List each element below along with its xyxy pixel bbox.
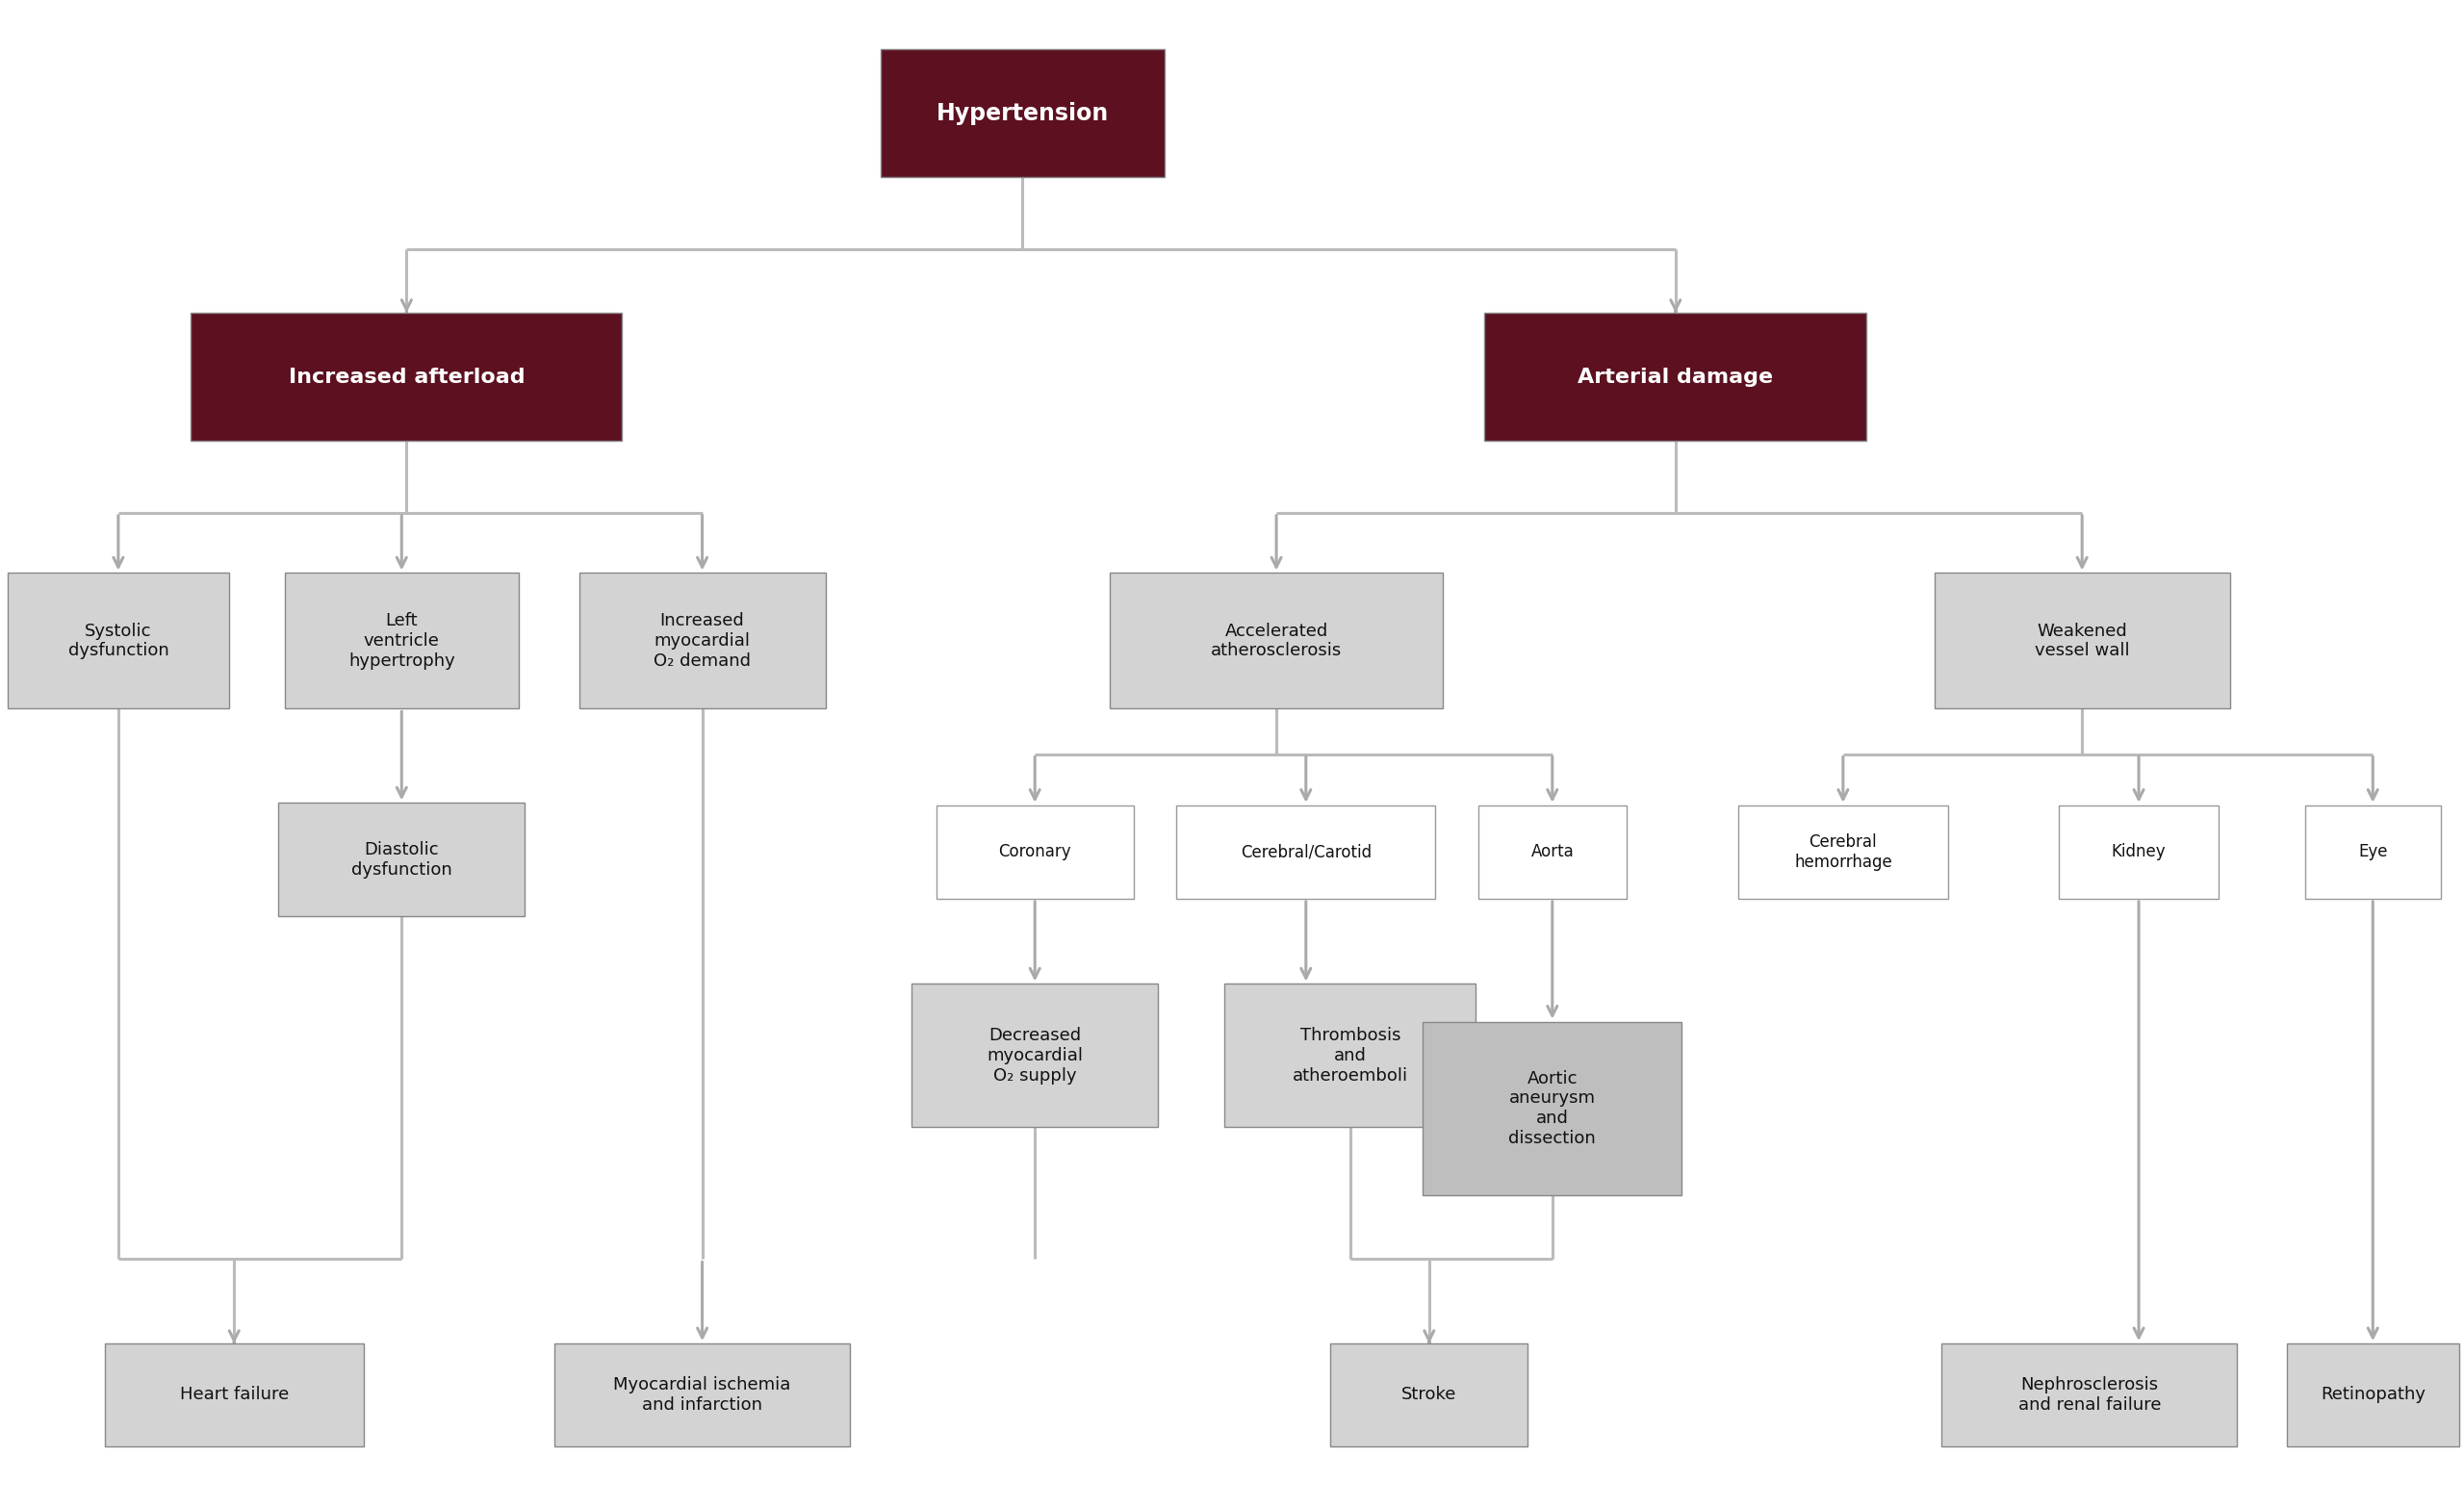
FancyBboxPatch shape [1740, 805, 1947, 899]
FancyBboxPatch shape [1109, 573, 1444, 709]
Text: Nephrosclerosis
and renal failure: Nephrosclerosis and renal failure [2018, 1377, 2161, 1413]
Text: Weakened
vessel wall: Weakened vessel wall [2035, 623, 2129, 659]
FancyBboxPatch shape [192, 312, 621, 440]
FancyBboxPatch shape [1934, 573, 2230, 709]
Text: Left
ventricle
hypertrophy: Left ventricle hypertrophy [347, 612, 456, 670]
Text: Eye: Eye [2358, 843, 2388, 861]
FancyBboxPatch shape [106, 1344, 365, 1446]
FancyBboxPatch shape [1483, 312, 1868, 440]
Text: Retinopathy: Retinopathy [2321, 1386, 2425, 1404]
FancyBboxPatch shape [936, 805, 1133, 899]
FancyBboxPatch shape [7, 573, 229, 709]
Text: Stroke: Stroke [1402, 1386, 1456, 1404]
Text: Increased afterload: Increased afterload [288, 368, 525, 386]
Text: Cerebral
hemorrhage: Cerebral hemorrhage [1794, 834, 1892, 870]
FancyBboxPatch shape [554, 1344, 850, 1446]
Text: Cerebral/Carotid: Cerebral/Carotid [1239, 843, 1372, 861]
FancyBboxPatch shape [1478, 805, 1626, 899]
FancyBboxPatch shape [278, 802, 525, 915]
FancyBboxPatch shape [1942, 1344, 2237, 1446]
Text: Thrombosis
and
atheroemboli: Thrombosis and atheroemboli [1294, 1027, 1407, 1084]
Text: Myocardial ischemia
and infarction: Myocardial ischemia and infarction [614, 1377, 791, 1413]
FancyBboxPatch shape [2306, 805, 2442, 899]
Text: Systolic
dysfunction: Systolic dysfunction [69, 623, 168, 659]
Text: Kidney: Kidney [2112, 843, 2166, 861]
FancyBboxPatch shape [286, 573, 520, 709]
FancyBboxPatch shape [882, 48, 1163, 176]
FancyBboxPatch shape [1225, 983, 1476, 1128]
Text: Decreased
myocardial
O₂ supply: Decreased myocardial O₂ supply [986, 1027, 1084, 1084]
FancyBboxPatch shape [1424, 1022, 1683, 1194]
Text: Aortic
aneurysm
and
dissection: Aortic aneurysm and dissection [1508, 1069, 1597, 1148]
FancyBboxPatch shape [1331, 1344, 1528, 1446]
FancyBboxPatch shape [1178, 805, 1434, 899]
Text: Arterial damage: Arterial damage [1577, 368, 1774, 386]
Text: Heart failure: Heart failure [180, 1386, 288, 1404]
Text: Increased
myocardial
O₂ demand: Increased myocardial O₂ demand [653, 612, 752, 670]
Text: Aorta: Aorta [1530, 843, 1574, 861]
Text: Hypertension: Hypertension [936, 101, 1109, 125]
FancyBboxPatch shape [579, 573, 825, 709]
FancyBboxPatch shape [912, 983, 1158, 1128]
Text: Coronary: Coronary [998, 843, 1072, 861]
FancyBboxPatch shape [2287, 1344, 2459, 1446]
Text: Accelerated
atherosclerosis: Accelerated atherosclerosis [1210, 623, 1343, 659]
FancyBboxPatch shape [2060, 805, 2220, 899]
Text: Diastolic
dysfunction: Diastolic dysfunction [352, 841, 451, 878]
